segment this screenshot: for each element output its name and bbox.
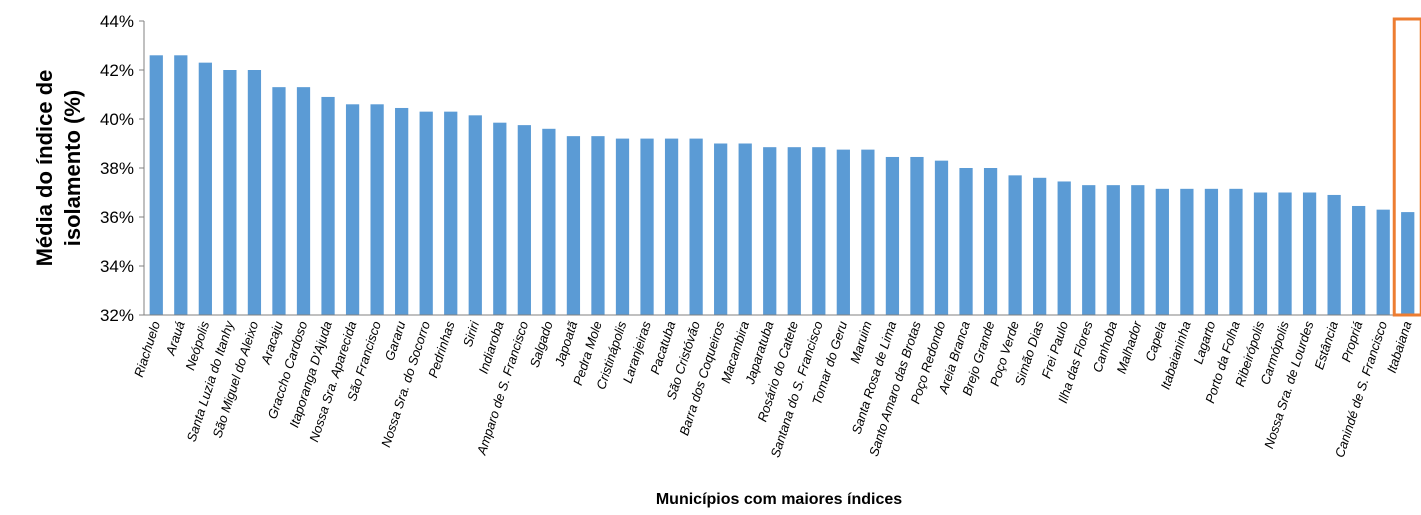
x-tick-label: Gararu (382, 319, 409, 362)
y-tick-label: 42% (100, 61, 134, 80)
bar (689, 138, 703, 315)
x-tick-label: Capela (1142, 319, 1169, 363)
bar (321, 96, 335, 315)
bar (1302, 192, 1317, 315)
bar (738, 143, 752, 315)
bar (149, 55, 163, 316)
x-tick-label: Arauá (162, 319, 187, 358)
bar (1352, 205, 1366, 315)
y-axis-title: Média do índice de isolamento (%) (32, 70, 85, 267)
bar (493, 122, 507, 315)
bar (272, 87, 286, 316)
x-tick-label: Maruim (847, 319, 875, 365)
y-tick-label: 44% (100, 12, 134, 31)
bar (1327, 194, 1341, 315)
bar-series (149, 55, 1415, 316)
bar (1131, 185, 1145, 315)
y-axis-title-line-1: Média do índice de (32, 70, 57, 267)
bar (566, 136, 581, 315)
bar (1180, 188, 1194, 315)
bar (1229, 188, 1243, 315)
bar (1155, 188, 1169, 315)
x-tick-label: Amparo de S. Francisco (474, 319, 532, 457)
y-axis-title-line-2: isolamento (%) (60, 90, 85, 246)
bar (1278, 192, 1292, 315)
bar (591, 136, 605, 315)
bar (812, 147, 826, 315)
bar (787, 147, 801, 315)
bar (983, 168, 998, 315)
bar (959, 168, 973, 315)
bar (517, 125, 531, 315)
x-tick-label: Propriá (1338, 319, 1365, 364)
bar (1057, 181, 1071, 315)
bar (1033, 177, 1047, 315)
bar (296, 87, 311, 316)
x-tick-label: Nossa Sra. do Socorro (378, 319, 433, 449)
bar (345, 104, 360, 315)
y-tick-label: 36% (100, 208, 134, 227)
bar (370, 104, 384, 315)
x-tick-label: Aracaju (258, 319, 286, 367)
bar (910, 156, 924, 315)
bar (1376, 209, 1390, 315)
bar (664, 138, 679, 315)
bar (395, 107, 409, 315)
bar (247, 70, 262, 315)
bar (198, 62, 212, 316)
bar (223, 70, 237, 315)
bar (419, 111, 433, 316)
bar (174, 55, 188, 316)
bar (714, 143, 728, 315)
bar (1253, 192, 1268, 315)
x-axis-title: Municípios com maiores índices (656, 491, 902, 508)
x-tick-label: Canindé de S. Francisco (1332, 319, 1390, 459)
bar (1204, 188, 1219, 315)
bar (885, 156, 900, 315)
bar (1008, 175, 1022, 315)
bar (1082, 185, 1096, 315)
bar (615, 138, 630, 315)
bar (542, 128, 556, 315)
y-tick-label: 32% (100, 306, 134, 325)
bar (468, 115, 482, 315)
y-tick-label: 38% (100, 159, 134, 178)
y-axis: 32% 34% 36% 38% 40% 42% 44% (100, 12, 144, 325)
bar (934, 160, 949, 315)
x-tick-label: Estância (1311, 319, 1341, 371)
y-tick-label: 40% (100, 110, 134, 129)
x-tick-label: Lagarto (1190, 319, 1218, 366)
bar (763, 147, 777, 315)
bar (444, 111, 458, 316)
bar (861, 149, 875, 315)
x-tick-label: Siriri (460, 318, 483, 348)
bar (1401, 212, 1415, 315)
y-tick-label: 34% (100, 257, 134, 276)
bar (836, 149, 850, 315)
x-tick-label: Riachuelo (131, 319, 163, 379)
bar (640, 138, 654, 315)
highlight-box (1392, 17, 1421, 317)
bar (1106, 185, 1120, 315)
